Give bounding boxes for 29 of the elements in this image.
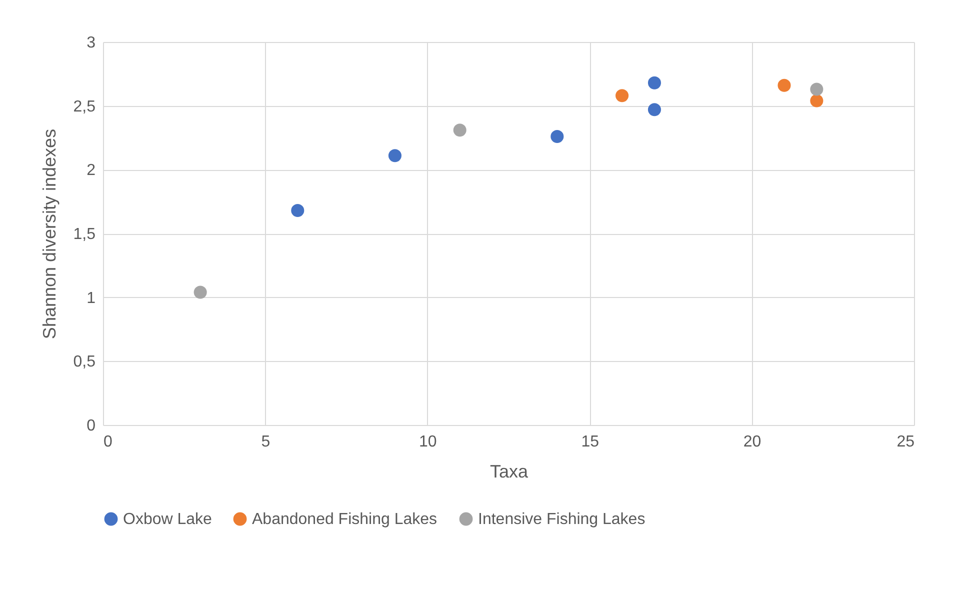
legend-label: Abandoned Fishing Lakes: [252, 511, 438, 528]
x-tick-label: 25: [896, 434, 915, 450]
x-tick-label: 0: [104, 434, 112, 450]
y-tick-label: 1: [86, 290, 96, 307]
point: [453, 124, 466, 137]
x-tick-label: 15: [581, 434, 600, 450]
point: [616, 89, 629, 102]
y-tick-label: 1,5: [73, 226, 96, 243]
x-axis-title: Taxa: [490, 462, 529, 482]
point: [194, 286, 207, 299]
legend-label: Oxbow Lake: [123, 511, 212, 528]
y-axis-title: Shannon diversity indexes: [39, 128, 60, 340]
y-tick-label: 2: [86, 162, 96, 180]
legend-label: Intensive Fishing Lakes: [478, 511, 646, 528]
x-tick-label: 10: [419, 434, 437, 450]
y-tick-label: 3: [86, 34, 96, 52]
y-tick-label: 2,5: [73, 98, 96, 116]
x-tick-label: 20: [743, 434, 762, 450]
point: [648, 103, 661, 116]
y-tick-label: 0: [86, 418, 96, 434]
point: [778, 78, 791, 92]
point: [810, 94, 824, 108]
y-tick-label: 0,5: [73, 354, 96, 371]
point: [388, 149, 402, 162]
point: [550, 130, 564, 143]
point: [648, 76, 661, 90]
point: [291, 204, 304, 218]
x-tick-label: 5: [261, 434, 270, 450]
point: [810, 82, 824, 96]
